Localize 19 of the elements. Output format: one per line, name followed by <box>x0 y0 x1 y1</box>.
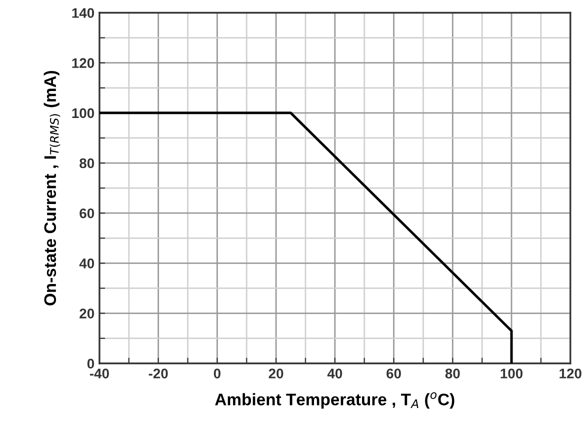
x-tick-label: 40 <box>327 368 342 378</box>
x-tick-label: 60 <box>386 368 401 378</box>
y-tick-label: 140 <box>72 8 94 18</box>
y-tick-label: 0 <box>87 358 94 369</box>
y-tick-label: 120 <box>72 58 94 68</box>
x-tick-label: 20 <box>268 368 284 378</box>
x-tick-label: 0 <box>214 368 220 378</box>
x-axis-title: Ambient Temperature , T$_{A}$ ($^{o}$C) <box>215 392 454 409</box>
x-tick-label: 120 <box>560 368 582 378</box>
x-tick-label: -40 <box>90 368 109 378</box>
x-tick-label: 100 <box>500 368 523 378</box>
x-tick-label: 80 <box>445 368 460 378</box>
y-axis-title: On-state Current , I$_{T(RMS)}$ (mA) <box>44 70 60 306</box>
y-tick-label: 40 <box>79 258 94 268</box>
y-tick-label: 80 <box>80 158 94 168</box>
y-tick-label: 100 <box>72 108 94 118</box>
y-tick-label: 60 <box>80 208 94 218</box>
y-tick-label: 20 <box>80 308 94 318</box>
x-tick-label: -20 <box>148 368 168 378</box>
